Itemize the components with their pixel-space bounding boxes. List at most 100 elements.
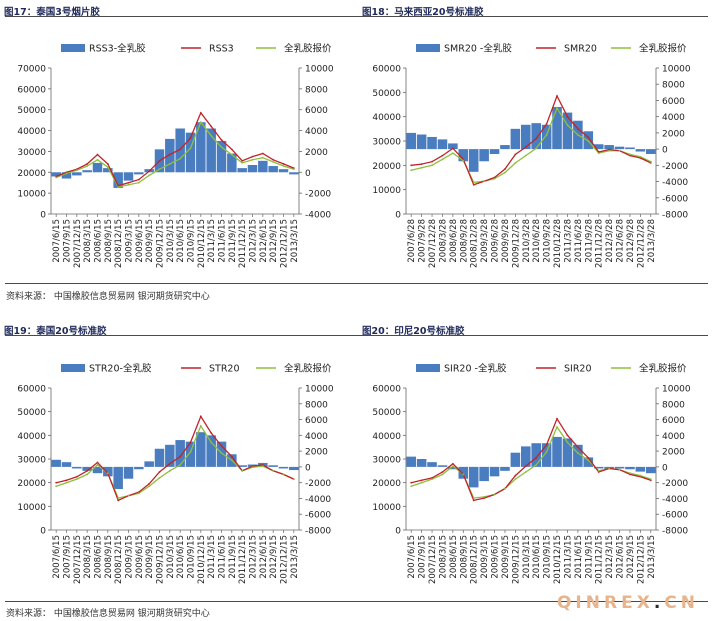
point-price2: [241, 469, 244, 472]
point-price1: [524, 465, 527, 467]
left-tick-label: 40000: [372, 432, 401, 442]
spread-bar: [237, 465, 247, 467]
x-tick-label: 2008/12/15: [114, 219, 124, 268]
x-tick-label: 2012/6/15: [259, 219, 269, 263]
divider-rule-bottom: [5, 601, 708, 602]
point-price1: [272, 158, 275, 161]
spread-bar: [552, 436, 562, 467]
point-price1: [179, 455, 182, 458]
spread-bar: [51, 172, 61, 177]
point-price1: [451, 147, 454, 150]
x-tick-label: 2007/6/15: [52, 219, 62, 263]
point-price2: [261, 156, 264, 159]
legend-label: 全乳胶报价: [639, 43, 687, 55]
spread-bar: [489, 466, 500, 477]
spread-bar: [82, 466, 92, 471]
chart-legend: STR20-全乳胶 STR20 全乳胶报价: [61, 363, 332, 375]
right-tick-label: 8000: [305, 85, 328, 95]
point-price1: [179, 148, 182, 151]
left-tick-label: 0: [395, 527, 401, 537]
spread-bar: [427, 136, 437, 150]
spread-bar: [92, 162, 103, 173]
point-price2: [168, 469, 171, 472]
left-tick-label: 0: [40, 211, 46, 221]
line-series-price1: [411, 417, 652, 502]
right-tick-label: -4000: [662, 178, 688, 188]
point-price1: [282, 163, 285, 165]
spread-bar: [406, 456, 416, 467]
legend-label: RSS3-全乳胶: [89, 43, 146, 55]
x-tick-label: 2007/6/15: [407, 535, 417, 579]
spread-bar: [165, 138, 175, 173]
right-tick-label: -2000: [662, 479, 688, 489]
right-tick-label: 8000: [662, 400, 685, 410]
right-tick-label: 10000: [662, 65, 691, 75]
point-price2: [576, 452, 579, 454]
right-tick-label: 6000: [662, 97, 685, 107]
point-price2: [608, 149, 611, 152]
right-tick-label: 0: [662, 146, 668, 156]
x-tick-label: 2009/6/15: [491, 535, 501, 579]
spread-bar: [531, 123, 541, 150]
chart-sir20: SIR20 -全乳胶 SIR20 全乳胶报价 0 10000 20000 30000 4000…: [360, 358, 708, 598]
point-price2: [556, 107, 558, 110]
right-tick-label: 4000: [305, 127, 328, 137]
line-series-price1: [55, 111, 295, 187]
point-price2: [576, 134, 579, 136]
chart-legend: SIR20 -全乳胶 SIR20 全乳胶报价: [416, 363, 687, 375]
line-series-price2: [55, 424, 295, 499]
point-price2: [566, 124, 569, 127]
point-price1: [189, 136, 192, 139]
x-tick-label: 2008/6/15: [94, 219, 104, 263]
point-price2: [189, 147, 192, 150]
x-tick-label: 2011/12/15: [595, 535, 605, 584]
spread-bar: [134, 466, 144, 470]
spread-bar: [625, 466, 635, 470]
x-tick-label: 2009/12/15: [511, 535, 521, 584]
x-tick-label: 2008/9/15: [104, 535, 114, 579]
spread-bar: [416, 459, 427, 467]
x-tick-label: 2009/9/15: [145, 535, 155, 579]
x-tick-label: 2010/6/15: [532, 535, 542, 579]
point-price2: [106, 472, 109, 475]
spread-bar: [123, 466, 134, 479]
point-price2: [618, 149, 621, 152]
point-price2: [649, 478, 652, 481]
spread-bar: [458, 466, 469, 479]
point-price2: [117, 185, 120, 188]
left-tick-label: 30000: [372, 138, 401, 148]
x-tick-label: 2012/3/15: [605, 535, 615, 579]
point-price1: [117, 499, 120, 502]
x-tick-label: 2011/6/15: [218, 219, 228, 263]
right-tick-label: 6000: [662, 416, 685, 426]
left-tick-label: 20000: [17, 169, 46, 179]
point-price1: [158, 471, 161, 473]
point-price2: [158, 168, 161, 171]
spread-bar: [123, 172, 134, 181]
chart-rss3: RSS3-全乳胶 RSS3 全乳胶报价 0 10000 20000 30000 40000 50…: [5, 38, 351, 282]
spread-bar: [82, 170, 92, 173]
x-tick-label: 2010/12/15: [197, 535, 207, 584]
right-tick-label: -2000: [305, 190, 331, 200]
point-price1: [576, 127, 579, 130]
left-tick-label: 20000: [372, 479, 401, 489]
point-price1: [220, 445, 223, 447]
x-tick-label: 2013/3/15: [290, 535, 300, 579]
x-tick-label: 2008/6/28: [449, 219, 459, 263]
spread-bar: [196, 122, 206, 173]
watermark-dot: .: [653, 593, 665, 613]
point-price2: [261, 465, 264, 467]
x-tick-label: 2008/3/15: [83, 535, 93, 579]
point-price1: [241, 159, 244, 162]
spread-bar: [500, 466, 510, 471]
figure-title-19: 图19：泰国20号标准胶: [4, 326, 107, 337]
right-tick-label: -8000: [305, 527, 331, 537]
point-price2: [96, 464, 99, 466]
watermark-left: QINREX: [556, 593, 654, 613]
spread-bar: [635, 149, 646, 152]
left-tick-label: 20000: [17, 479, 46, 489]
point-price2: [597, 152, 600, 155]
x-tick-label: 2012/9/15: [269, 535, 279, 579]
x-tick-label: 2008/6/15: [449, 535, 459, 579]
point-price2: [629, 472, 631, 475]
